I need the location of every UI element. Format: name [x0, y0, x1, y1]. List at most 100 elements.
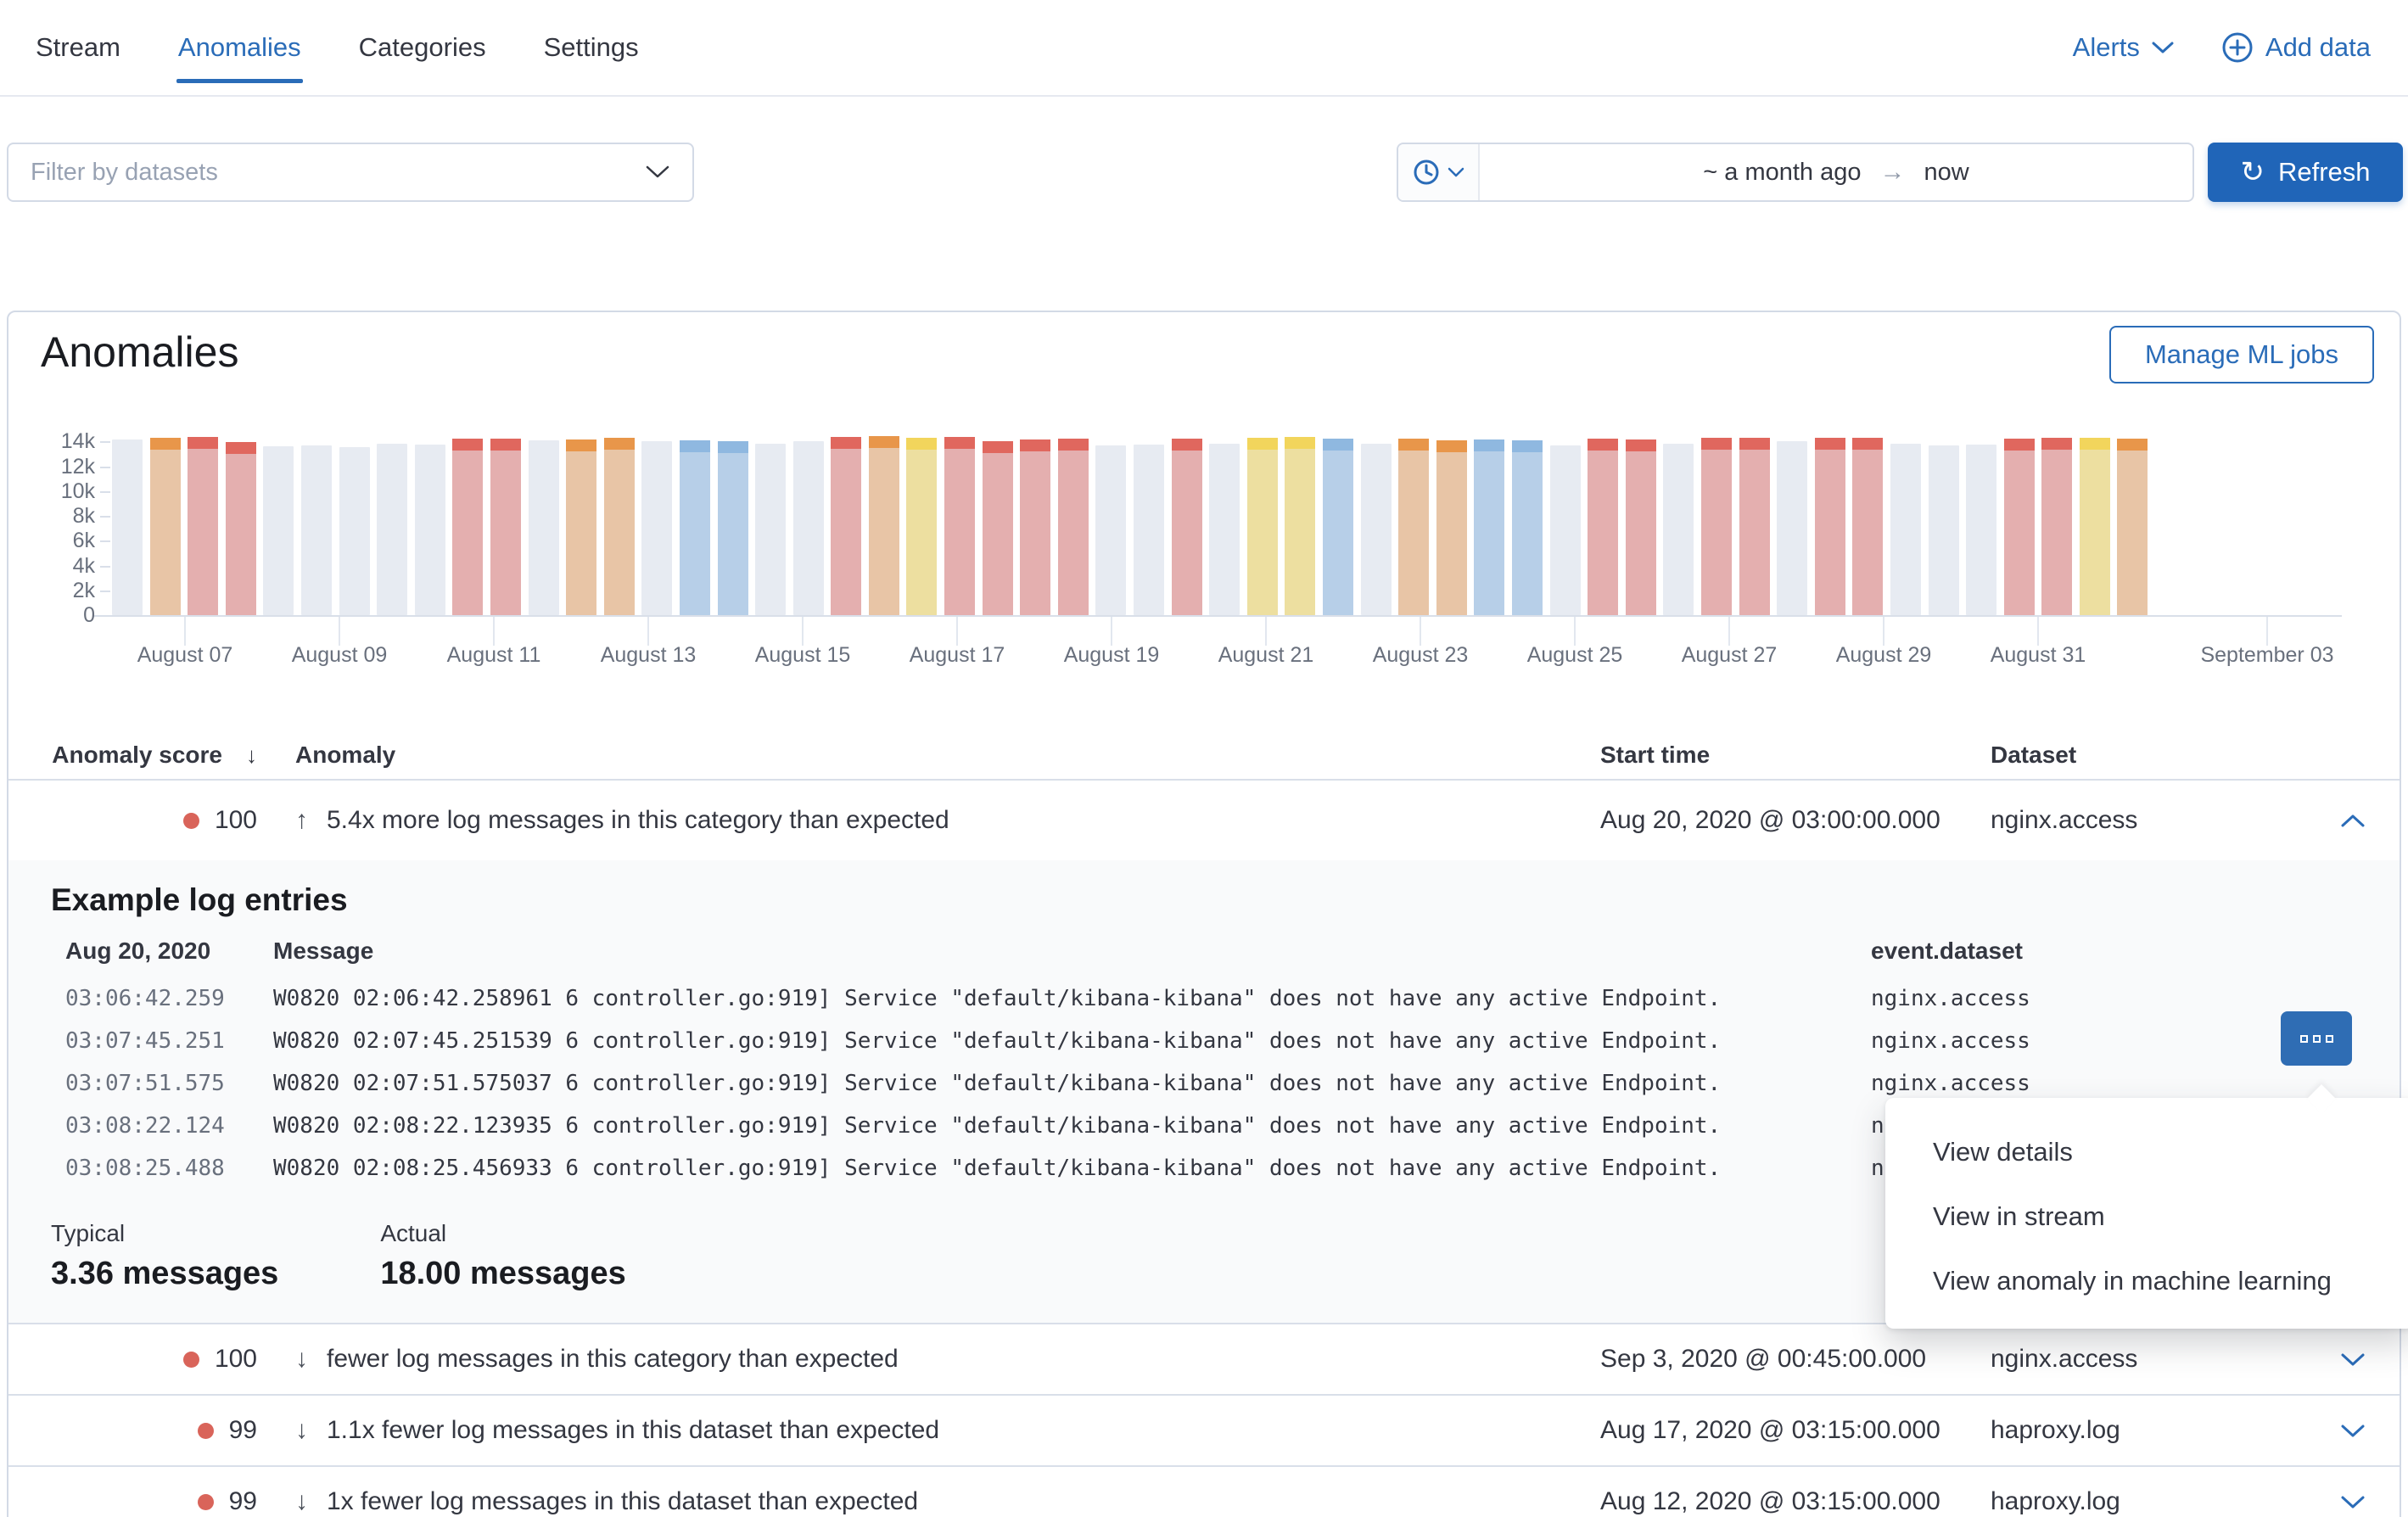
chart-bar[interactable]: [149, 435, 181, 615]
tab-settings[interactable]: Settings: [542, 17, 641, 78]
table-row[interactable]: 100 ↑ 5.4x more log messages in this cate…: [8, 781, 2400, 860]
time-range-display[interactable]: ~ a month ago → now: [1480, 144, 2192, 200]
menu-item-view-details[interactable]: View details: [1933, 1137, 2073, 1167]
chart-bar[interactable]: [1360, 435, 1392, 615]
tab-stream-label: Stream: [36, 32, 120, 62]
y-axis-tick-label: 10k: [60, 479, 95, 503]
chart-bar[interactable]: [1966, 435, 1997, 615]
chart-bar[interactable]: [1134, 435, 1165, 615]
chevron-up-icon[interactable]: [2340, 813, 2366, 828]
chart-bar[interactable]: [1095, 435, 1127, 615]
chart-bar[interactable]: [906, 435, 938, 615]
chart-bar[interactable]: [1398, 435, 1430, 615]
log-entry-row[interactable]: 03:07:51.575 W0820 02:07:51.575037 6 con…: [8, 1062, 2400, 1105]
chart-bar[interactable]: [1549, 435, 1581, 615]
table-row[interactable]: 99 ↓ 1.1x fewer log messages in this data…: [8, 1396, 2400, 1465]
chart-bar[interactable]: [982, 435, 1013, 615]
chart-bar[interactable]: [377, 435, 408, 615]
chart-bar[interactable]: [679, 435, 710, 615]
anomaly-band-critical: [2003, 439, 2035, 615]
chart-bar[interactable]: [1285, 435, 1316, 615]
column-header-anomaly-score[interactable]: Anomaly score ↓: [42, 742, 257, 769]
x-axis-tick-label: August 23: [1372, 643, 1469, 667]
table-row[interactable]: 100 ↓ fewer log messages in this category…: [8, 1324, 2400, 1394]
chart-bar[interactable]: [868, 435, 899, 615]
chevron-down-icon[interactable]: [2340, 1352, 2366, 1367]
chevron-down-icon: [646, 165, 669, 178]
chevron-down-icon[interactable]: [2340, 1423, 2366, 1438]
x-axis-tick-label: August 13: [600, 643, 697, 667]
chart-bar[interactable]: [1928, 435, 1959, 615]
chart-bar[interactable]: [1890, 435, 1921, 615]
tab-stream[interactable]: Stream: [34, 17, 122, 78]
chart-bar[interactable]: [1739, 435, 1770, 615]
log-entry-row[interactable]: 03:08:22.124 W0820 02:08:22.123935 6 con…: [8, 1105, 2400, 1147]
tab-categories[interactable]: Categories: [357, 17, 488, 78]
chart-bar[interactable]: [1171, 435, 1202, 615]
chart-bar[interactable]: [1625, 435, 1656, 615]
y-axis-tick-label: 0: [83, 603, 95, 627]
x-axis-tick: [956, 617, 958, 646]
chart-bar[interactable]: [112, 435, 143, 615]
chart-bar[interactable]: [188, 435, 219, 615]
plus-circle-icon: [2222, 32, 2253, 63]
time-picker-quick-menu[interactable]: [1398, 144, 1480, 200]
chart-bar[interactable]: [1246, 435, 1278, 615]
alerts-menu-button[interactable]: Alerts: [2073, 32, 2174, 63]
log-entry-row[interactable]: 03:07:45.251 W0820 02:07:45.251539 6 con…: [8, 1020, 2400, 1062]
chart-bar[interactable]: [1588, 435, 1619, 615]
menu-item-view-anomaly-in-ml[interactable]: View anomaly in machine learning: [1933, 1266, 2332, 1296]
chart-bar[interactable]: [1814, 435, 1845, 615]
menu-item-view-in-stream[interactable]: View in stream: [1933, 1201, 2105, 1231]
log-entry-row[interactable]: 03:06:42.259 W0820 02:06:42.258961 6 con…: [8, 977, 2400, 1020]
chart-bar[interactable]: [1474, 435, 1505, 615]
chart-bar[interactable]: [603, 435, 635, 615]
chart-bars: [112, 435, 2148, 615]
chart-bar[interactable]: [414, 435, 445, 615]
x-axis-tick: [647, 617, 649, 646]
chart-bar[interactable]: [1663, 435, 1694, 615]
chart-bar[interactable]: [528, 435, 559, 615]
log-entry-actions-button[interactable]: [2281, 1011, 2352, 1066]
chart-bar[interactable]: [755, 435, 787, 615]
log-message: W0820 02:08:25.456933 6 controller.go:91…: [273, 1156, 1722, 1181]
chart-bar[interactable]: [300, 435, 332, 615]
chart-bar[interactable]: [831, 435, 862, 615]
y-axis-tick-label: 2k: [72, 578, 95, 602]
table-row[interactable]: 99 ↓ 1x fewer log messages in this datase…: [8, 1467, 2400, 1517]
chart-bar[interactable]: [2079, 435, 2110, 615]
chevron-down-icon[interactable]: [2340, 1494, 2366, 1509]
manage-ml-jobs-button[interactable]: Manage ML jobs: [2108, 326, 2374, 383]
chart-bar[interactable]: [2117, 435, 2148, 615]
arrow-right-icon: →: [1879, 158, 1906, 186]
chart-bar[interactable]: [641, 435, 673, 615]
add-data-button[interactable]: Add data: [2221, 31, 2371, 64]
chart-bar[interactable]: [1020, 435, 1051, 615]
chart-bar[interactable]: [2003, 435, 2035, 615]
chart-bar[interactable]: [339, 435, 370, 615]
chart-bar[interactable]: [1323, 435, 1353, 615]
chart-bar[interactable]: [717, 435, 748, 615]
chart-bar[interactable]: [1209, 435, 1240, 615]
anomaly-description: 1.1x fewer log messages in this dataset …: [327, 1416, 940, 1444]
chart-bar[interactable]: [1777, 435, 1808, 615]
x-axis-tick: [339, 617, 340, 646]
chart-bar[interactable]: [1700, 435, 1732, 615]
chart-bar[interactable]: [225, 435, 256, 615]
chart-bar[interactable]: [944, 435, 976, 615]
tab-anomalies[interactable]: Anomalies: [176, 17, 303, 83]
chart-bar[interactable]: [566, 435, 597, 615]
chart-bar[interactable]: [263, 435, 294, 615]
chart-bar[interactable]: [2041, 435, 2073, 615]
refresh-button[interactable]: ↻ Refresh: [2208, 143, 2403, 202]
chart-bar[interactable]: [1057, 435, 1089, 615]
chart-bar[interactable]: [1852, 435, 1884, 615]
chart-bar[interactable]: [792, 435, 824, 615]
chart-bar[interactable]: [1436, 435, 1467, 615]
dataset-filter-select[interactable]: Filter by datasets: [7, 143, 694, 202]
chart-bar[interactable]: [452, 435, 484, 615]
chart-bar[interactable]: [490, 435, 521, 615]
chart-bar[interactable]: [1511, 435, 1543, 615]
alerts-label: Alerts: [2072, 32, 2140, 62]
y-axis-tick: [100, 540, 110, 543]
